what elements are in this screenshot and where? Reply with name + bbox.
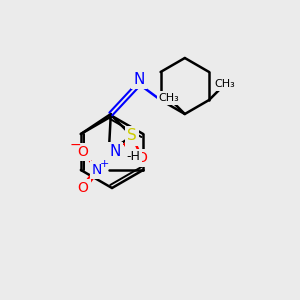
Text: N: N	[133, 71, 145, 86]
Text: O: O	[111, 147, 122, 161]
Text: +: +	[100, 159, 109, 169]
Text: −: −	[69, 138, 81, 152]
Text: O: O	[136, 151, 147, 165]
Text: CH₃: CH₃	[215, 79, 236, 89]
Text: -H: -H	[127, 151, 141, 164]
Text: CH₃: CH₃	[158, 93, 179, 103]
Text: O: O	[78, 181, 88, 195]
Text: O: O	[78, 145, 88, 159]
Text: N: N	[109, 145, 121, 160]
Text: N: N	[92, 163, 102, 177]
Text: S: S	[127, 128, 137, 143]
